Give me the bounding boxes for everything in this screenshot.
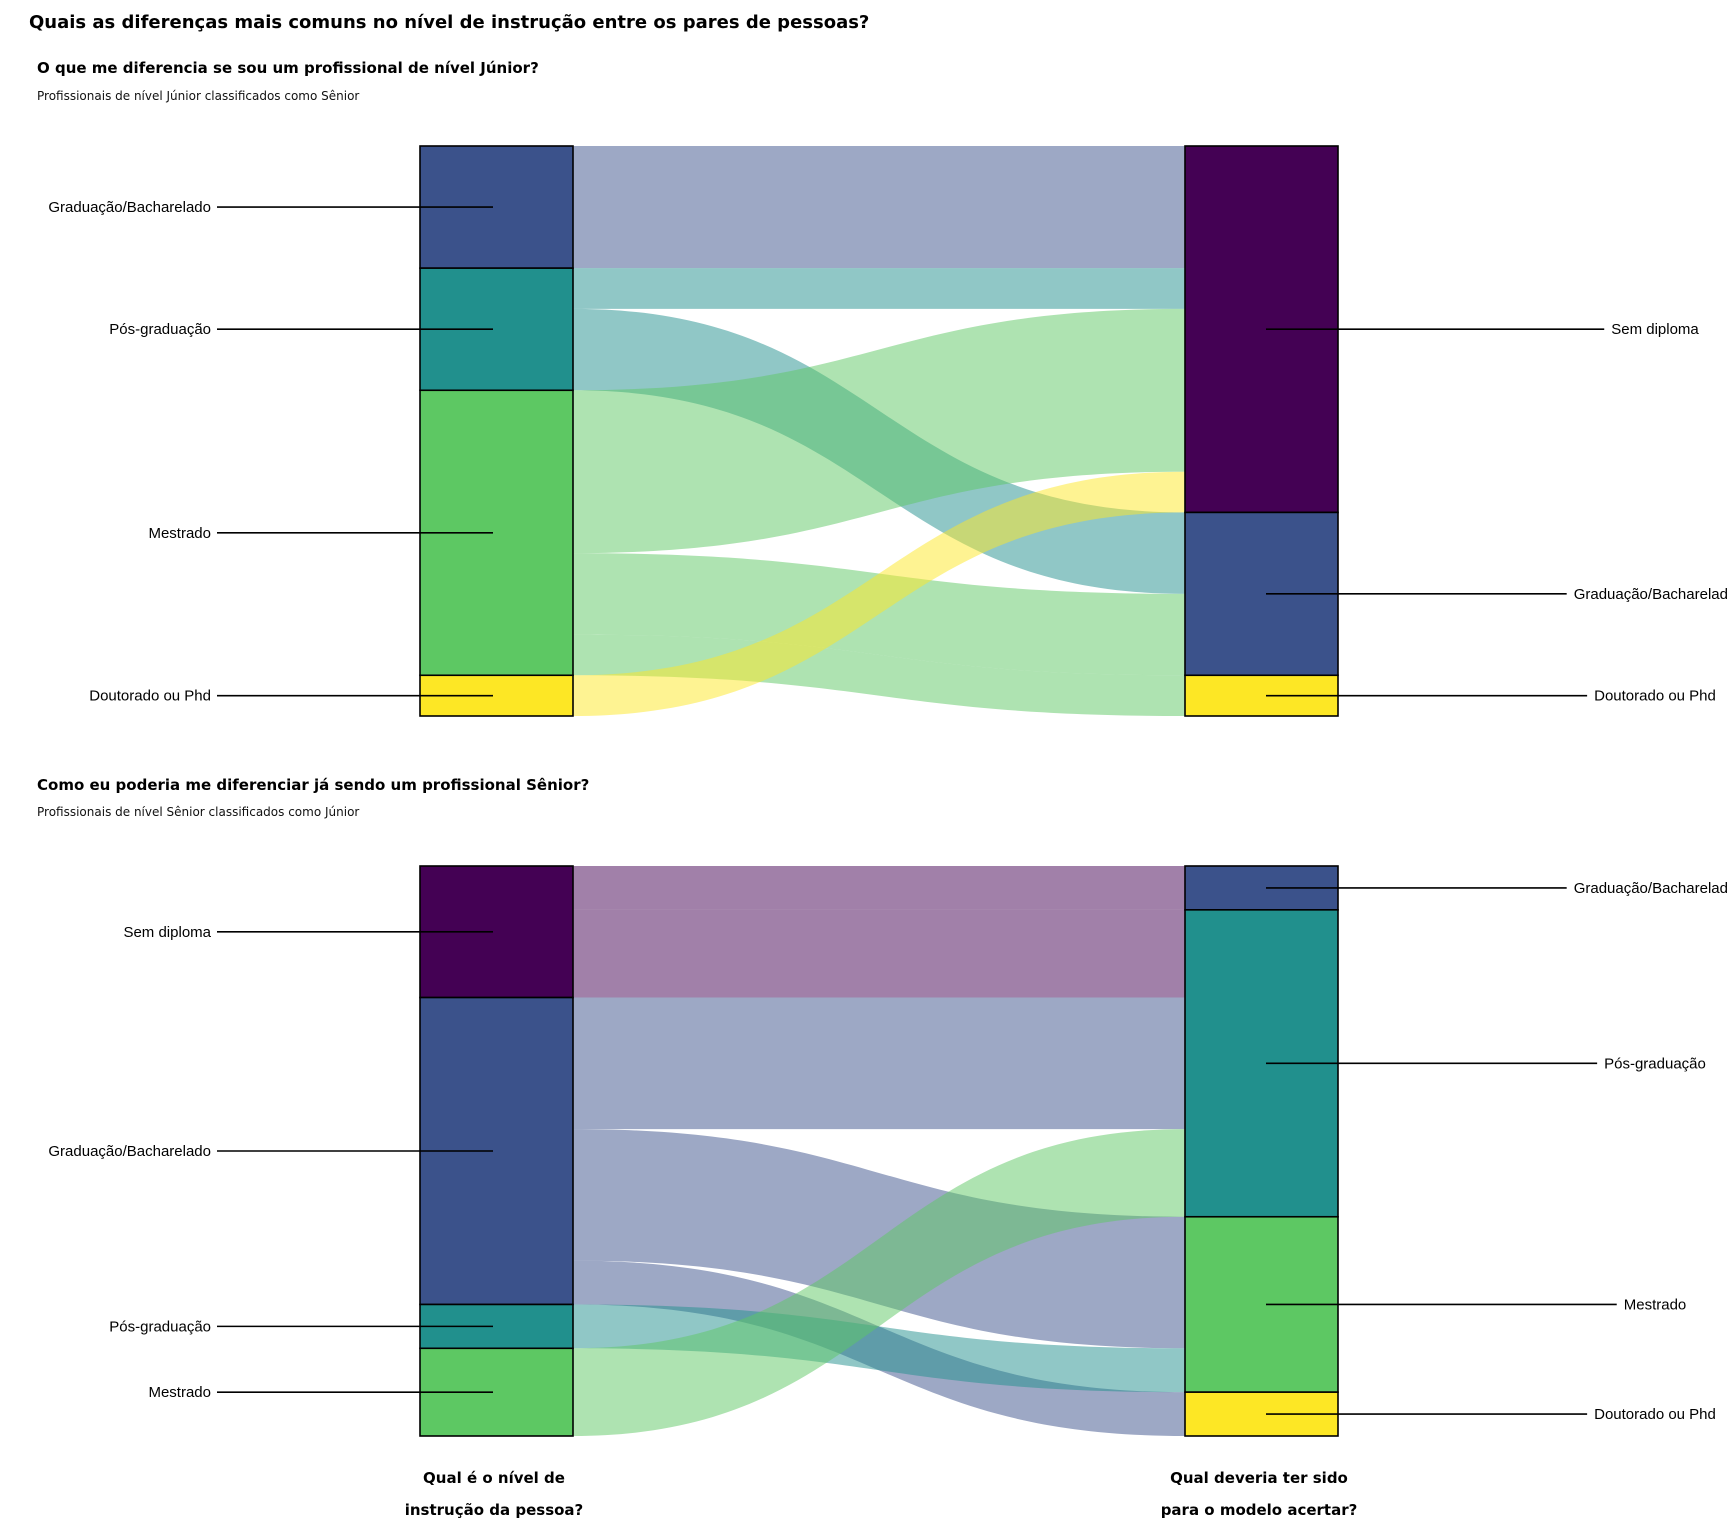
panel-senior-subtitle: Profissionais de nível Sênior classifica…	[37, 805, 359, 819]
main-title: Quais as diferenças mais comuns no nível…	[29, 12, 869, 33]
flow-mestrado-to-pos-graduacao	[573, 1129, 1185, 1436]
right-nodes: Graduação/Bacharelado Pós-graduação Mestra…	[1184, 865, 1728, 1437]
left-node-doutorado-ou-phd	[419, 674, 574, 717]
left-label-sem-diploma: Sem diploma	[123, 924, 211, 941]
right-label-sem-diploma: Sem diploma	[1611, 321, 1699, 338]
left-label-pos-graduacao: Pós-graduação	[109, 1318, 211, 1335]
panel-senior-sankey: Sem diploma Graduação/Bacharelado Pós-grad…	[48, 865, 1728, 1437]
right-label-mestrado: Mestrado	[1624, 1296, 1687, 1313]
panel-senior-title: Como eu poderia me diferenciar já sendo …	[37, 776, 589, 794]
axis-title-left: Qual é o nível de instrução da pessoa?	[405, 1469, 584, 1519]
flow-pos-graduacao-to-sem-diploma	[573, 268, 1185, 309]
flow-mestrado-to-sem-diploma	[573, 308, 1185, 554]
right-label-doutorado-ou-phd: Doutorado ou Phd	[1594, 1406, 1716, 1423]
left-label-graduacao-bacharelado: Graduação/Bacharelado	[48, 1143, 211, 1160]
flows	[573, 866, 1185, 1436]
left-nodes: Sem diploma Graduação/Bacharelado Pós-grad…	[48, 865, 574, 1437]
panel-junior: O que me diferencia se sou um profission…	[37, 59, 1728, 717]
flow-doutorado-ou-phd-to-sem-diploma	[573, 471, 1185, 716]
axis-title-left-line1: Qual é o nível de	[423, 1469, 565, 1487]
flow-sem-diploma-to-graduacao-bacharelado	[573, 866, 1185, 910]
panel-senior: Como eu poderia me diferenciar já sendo …	[37, 776, 1728, 1437]
left-label-doutorado-ou-phd: Doutorado ou Phd	[89, 688, 211, 705]
axis-title-right-line2: para o modelo acertar?	[1161, 1501, 1358, 1519]
right-label-doutorado-ou-phd: Doutorado ou Phd	[1594, 688, 1716, 705]
flow-sem-diploma-to-pos-graduacao	[573, 909, 1185, 998]
flow-graduacao-bacharelado-to-sem-diploma	[573, 146, 1185, 269]
panel-junior-title: O que me diferencia se sou um profission…	[37, 59, 539, 77]
left-label-graduacao-bacharelado: Graduação/Bacharelado	[48, 199, 211, 216]
left-node-mestrado	[419, 389, 574, 677]
right-nodes: Sem diploma Graduação/Bacharelado Doutorad…	[1184, 145, 1728, 717]
axis-title-right-line1: Qual deveria ter sido	[1170, 1469, 1348, 1487]
panel-junior-subtitle: Profissionais de nível Júnior classifica…	[37, 89, 359, 103]
flow-graduacao-bacharelado-to-pos-graduacao	[573, 997, 1185, 1130]
left-label-mestrado: Mestrado	[148, 525, 211, 542]
axis-title-left-line2: instrução da pessoa?	[405, 1501, 584, 1519]
right-label-graduacao-bacharelado: Graduação/Bacharelado	[1574, 586, 1728, 603]
left-label-pos-graduacao: Pós-graduação	[109, 321, 211, 338]
panel-junior-sankey: Graduação/Bacharelado Pós-graduação Mestra…	[48, 145, 1728, 717]
right-label-pos-graduacao: Pós-graduação	[1604, 1055, 1706, 1072]
left-nodes: Graduação/Bacharelado Pós-graduação Mestra…	[48, 145, 574, 717]
left-label-mestrado: Mestrado	[148, 1384, 211, 1401]
flows	[573, 146, 1185, 716]
right-label-graduacao-bacharelado: Graduação/Bacharelado	[1574, 880, 1728, 897]
axis-title-right: Qual deveria ter sido para o modelo acer…	[1161, 1469, 1358, 1519]
